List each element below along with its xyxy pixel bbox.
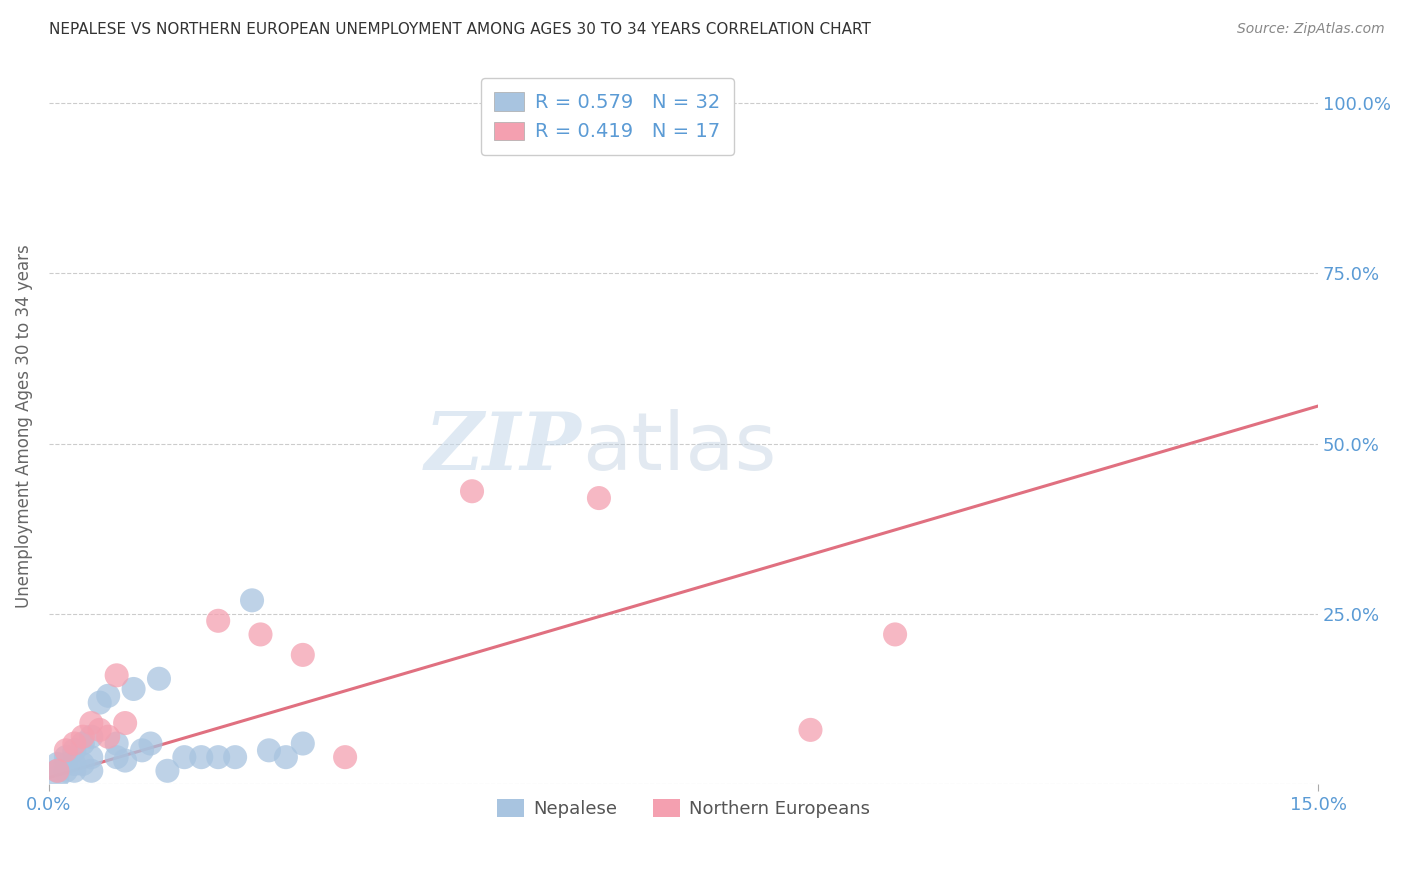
Point xyxy=(333,750,356,764)
Point xyxy=(105,750,128,764)
Point xyxy=(884,627,907,641)
Point xyxy=(72,737,94,751)
Point xyxy=(257,743,280,757)
Point xyxy=(461,484,484,499)
Point xyxy=(122,681,145,696)
Point xyxy=(89,696,111,710)
Point xyxy=(97,689,120,703)
Point xyxy=(80,764,103,778)
Point xyxy=(72,730,94,744)
Point xyxy=(148,672,170,686)
Point xyxy=(46,764,69,778)
Point xyxy=(156,764,179,778)
Point xyxy=(588,491,610,505)
Point xyxy=(274,750,297,764)
Legend: Nepalese, Northern Europeans: Nepalese, Northern Europeans xyxy=(489,792,877,825)
Text: ZIP: ZIP xyxy=(425,409,582,487)
Point xyxy=(55,756,77,771)
Point xyxy=(80,730,103,744)
Point xyxy=(139,737,162,751)
Point xyxy=(97,730,120,744)
Point xyxy=(105,737,128,751)
Point xyxy=(105,668,128,682)
Point xyxy=(63,764,86,778)
Point xyxy=(131,743,153,757)
Point xyxy=(240,593,263,607)
Point xyxy=(80,716,103,731)
Point xyxy=(55,743,77,757)
Point xyxy=(207,750,229,764)
Point xyxy=(46,756,69,771)
Point xyxy=(63,737,86,751)
Point xyxy=(46,771,69,785)
Point xyxy=(190,750,212,764)
Point xyxy=(173,750,195,764)
Point xyxy=(63,756,86,771)
Point xyxy=(46,764,69,778)
Y-axis label: Unemployment Among Ages 30 to 34 years: Unemployment Among Ages 30 to 34 years xyxy=(15,244,32,608)
Point xyxy=(63,743,86,757)
Point xyxy=(249,627,271,641)
Point xyxy=(114,754,136,768)
Point xyxy=(55,750,77,764)
Point xyxy=(55,764,77,778)
Point xyxy=(291,737,314,751)
Point xyxy=(114,716,136,731)
Point xyxy=(89,723,111,737)
Text: atlas: atlas xyxy=(582,409,776,487)
Point xyxy=(72,756,94,771)
Point xyxy=(207,614,229,628)
Point xyxy=(224,750,246,764)
Point xyxy=(80,750,103,764)
Point xyxy=(291,648,314,662)
Text: Source: ZipAtlas.com: Source: ZipAtlas.com xyxy=(1237,22,1385,37)
Point xyxy=(799,723,821,737)
Text: NEPALESE VS NORTHERN EUROPEAN UNEMPLOYMENT AMONG AGES 30 TO 34 YEARS CORRELATION: NEPALESE VS NORTHERN EUROPEAN UNEMPLOYME… xyxy=(49,22,872,37)
